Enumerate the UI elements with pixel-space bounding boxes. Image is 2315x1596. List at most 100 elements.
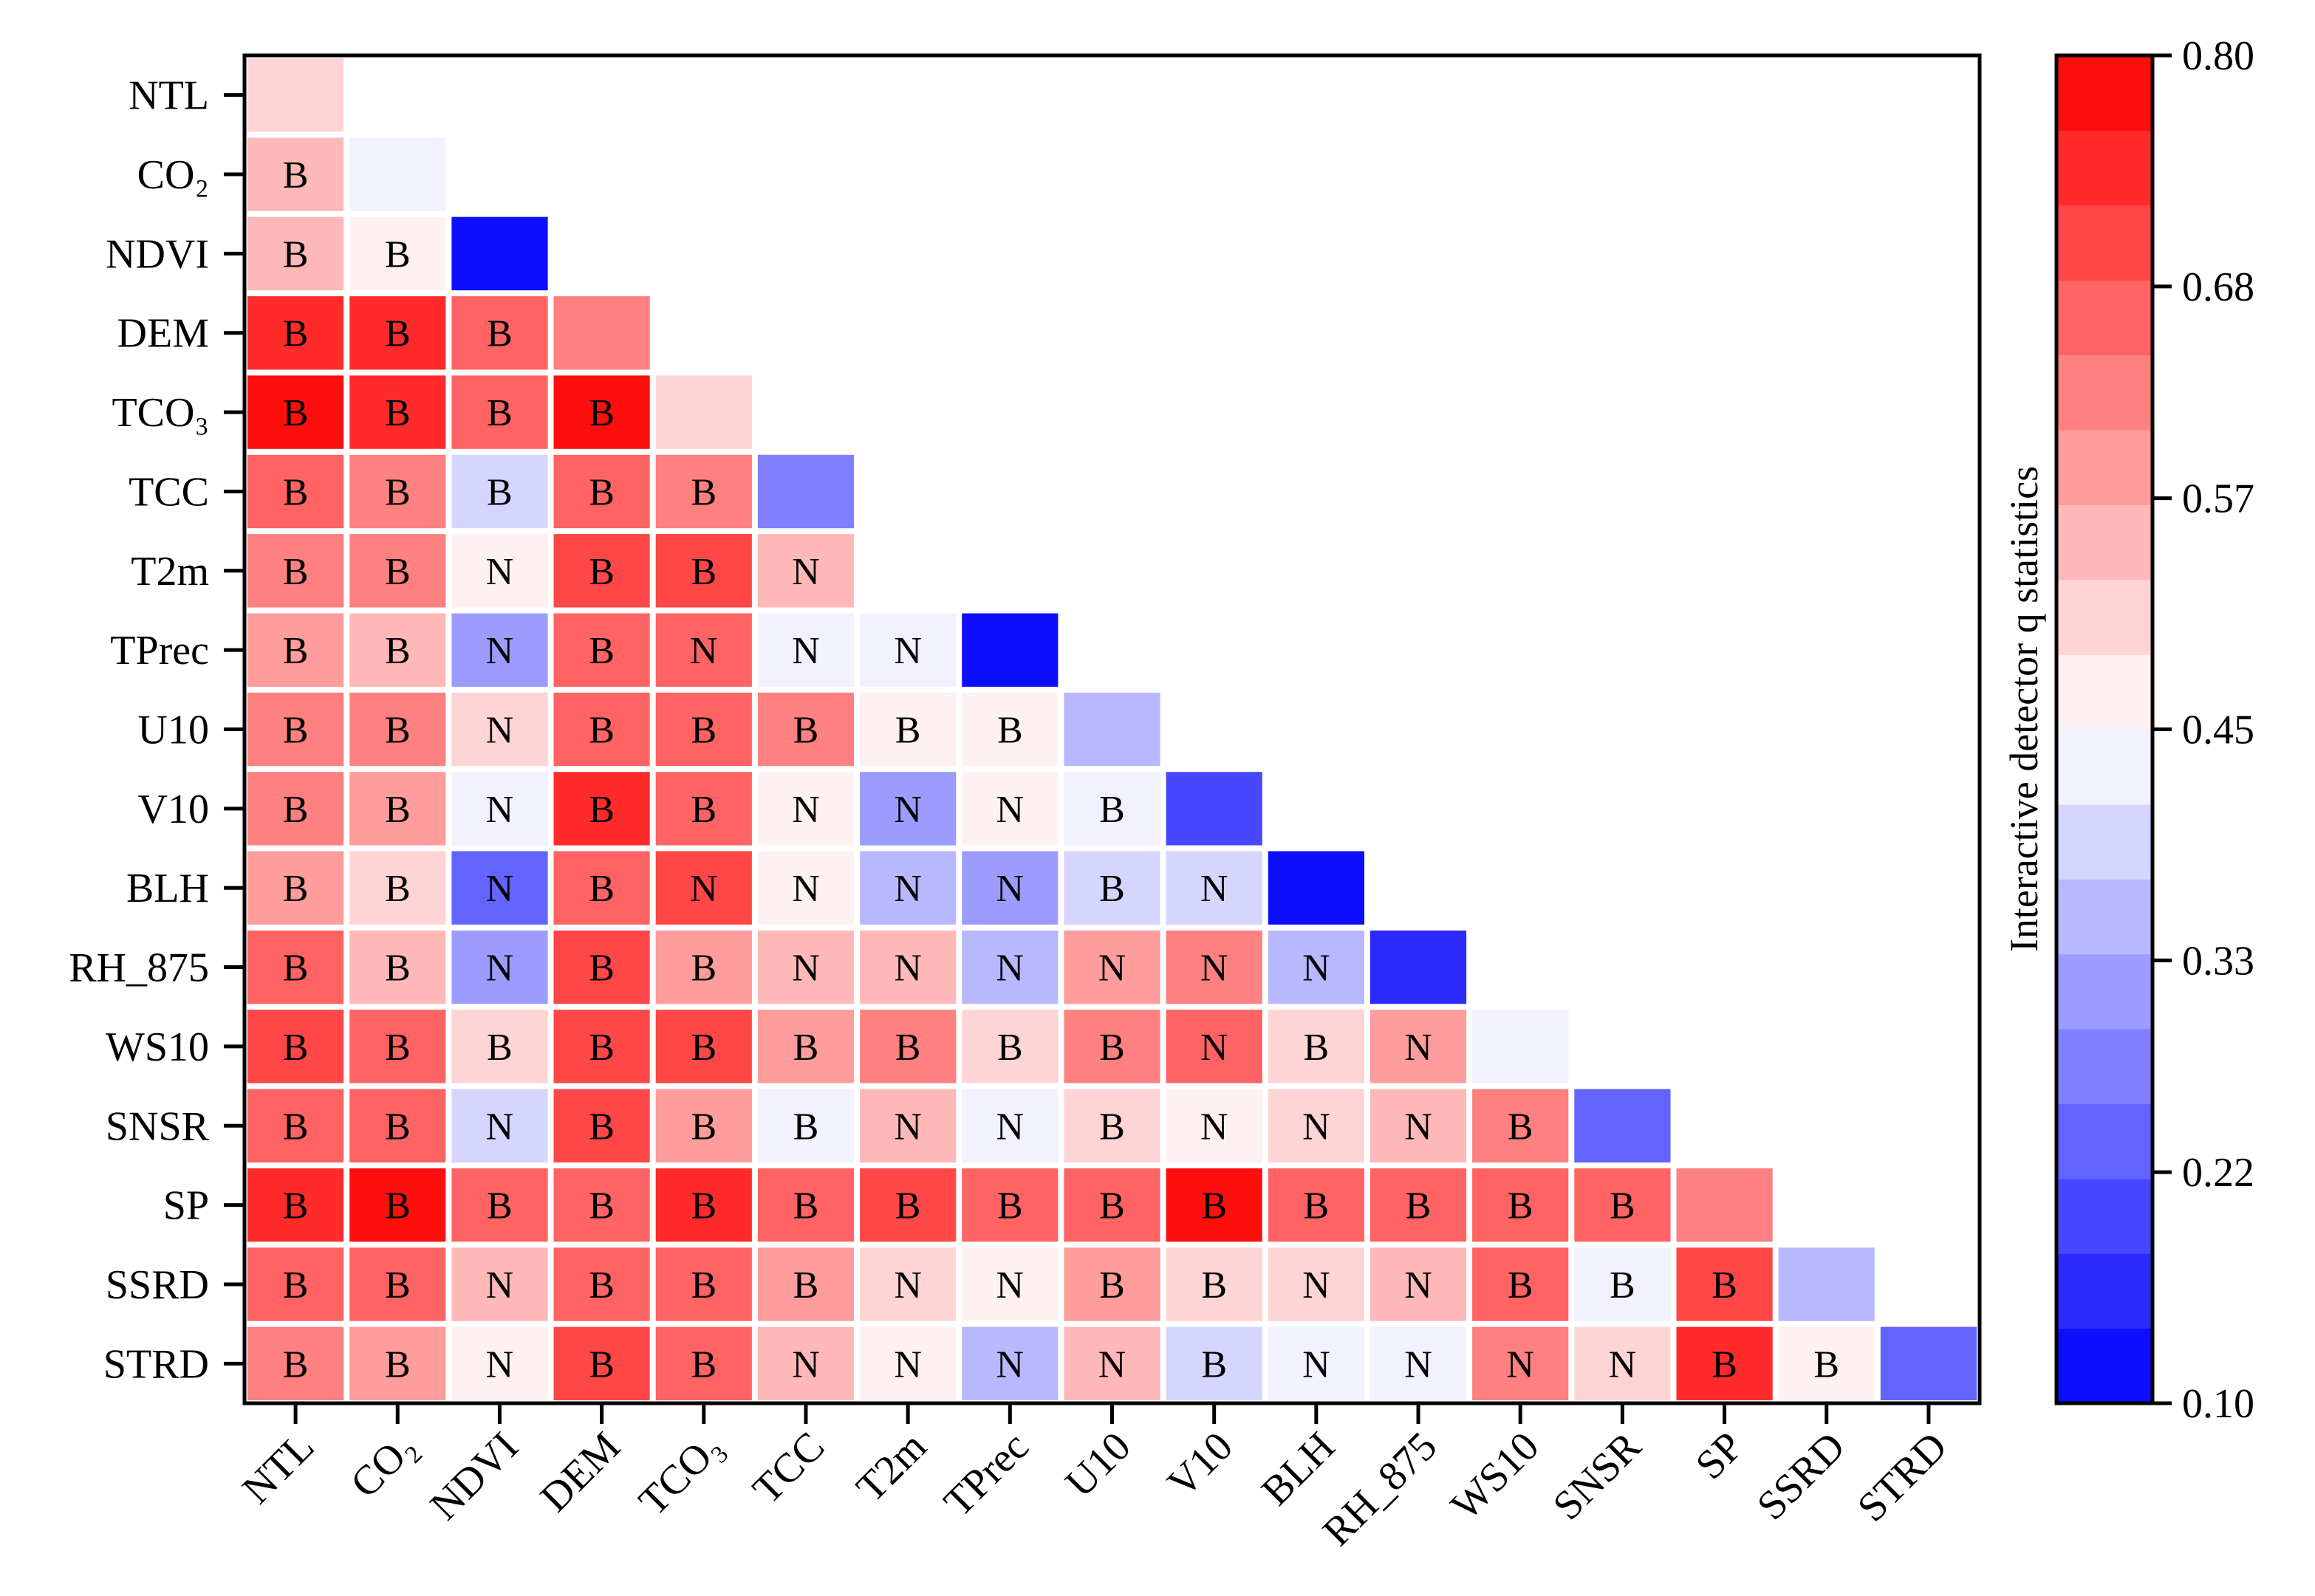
colorbar-segment bbox=[2056, 804, 2152, 880]
x-tick-label: SNSR bbox=[1545, 1423, 1650, 1529]
cell-label: B bbox=[283, 392, 309, 434]
heatmap-cell bbox=[1472, 1247, 1569, 1321]
cell-label: B bbox=[487, 313, 513, 355]
cell-label: N bbox=[1609, 1343, 1637, 1386]
heatmap-cell bbox=[1778, 1247, 1875, 1321]
cell-label: N bbox=[792, 948, 820, 990]
cell-label: N bbox=[1302, 1106, 1330, 1148]
cell-label: B bbox=[283, 789, 309, 831]
cell-label: N bbox=[486, 630, 514, 672]
y-tick-label: SP bbox=[163, 1183, 209, 1229]
colorbar-segment bbox=[2056, 55, 2152, 131]
cell-label: N bbox=[1404, 1027, 1432, 1069]
cell-label: B bbox=[1201, 1343, 1227, 1386]
heatmap-cell bbox=[349, 1168, 446, 1242]
cell-label: N bbox=[486, 1264, 514, 1306]
colorbar-segment bbox=[2056, 729, 2152, 805]
cell-label: B bbox=[895, 1185, 921, 1227]
cell-label: B bbox=[1099, 1185, 1125, 1227]
cell-label: N bbox=[996, 948, 1025, 990]
cell-label: B bbox=[589, 789, 615, 831]
cell-label: B bbox=[589, 710, 615, 752]
cell-label: B bbox=[589, 1106, 615, 1148]
colorbar-segment bbox=[2056, 1178, 2152, 1254]
cell-label: B bbox=[691, 551, 717, 593]
x-tick-label: DEM bbox=[532, 1423, 629, 1521]
heatmap-cell bbox=[1369, 1326, 1467, 1400]
heatmap-cell bbox=[757, 1089, 855, 1162]
heatmap-cell bbox=[451, 216, 548, 291]
cell-label: N bbox=[1098, 1343, 1126, 1386]
heatmap-cell bbox=[247, 1010, 344, 1083]
heatmap-cell bbox=[962, 772, 1059, 846]
colorbar-segment bbox=[2056, 429, 2152, 505]
heatmap-cell bbox=[349, 137, 446, 211]
heatmap-cell bbox=[860, 1010, 957, 1083]
heatmap-cell bbox=[553, 1168, 650, 1242]
heatmap-cell bbox=[1064, 1168, 1160, 1242]
heatmap-cell bbox=[451, 296, 548, 370]
heatmap-cell bbox=[553, 692, 650, 767]
cell-label: B bbox=[793, 710, 819, 752]
cell-label: B bbox=[1099, 1106, 1125, 1148]
heatmap-cell bbox=[247, 1326, 344, 1400]
heatmap-cell bbox=[247, 1089, 344, 1162]
heatmap-cell bbox=[451, 1168, 548, 1242]
heatmap-cell bbox=[1166, 1326, 1262, 1400]
cell-label: B bbox=[283, 154, 309, 196]
cell-label: B bbox=[691, 948, 717, 990]
heatmap-cell bbox=[1472, 1326, 1569, 1400]
heatmap-cell bbox=[962, 1010, 1059, 1083]
heatmap-cell bbox=[1166, 1168, 1262, 1242]
cell-label: B bbox=[793, 1185, 819, 1227]
cell-label: N bbox=[486, 1343, 514, 1386]
heatmap-cell bbox=[655, 851, 752, 925]
heatmap-cell bbox=[553, 1010, 650, 1083]
heatmap-cell bbox=[1166, 1247, 1262, 1321]
heatmap-cell bbox=[1268, 1168, 1364, 1242]
cell-label: B bbox=[1813, 1343, 1839, 1386]
heatmap-cell bbox=[1064, 1089, 1160, 1162]
heatmap-cell bbox=[1268, 1010, 1364, 1083]
heatmap-cell bbox=[451, 454, 548, 529]
heatmap-cell bbox=[349, 375, 446, 449]
cell-label: N bbox=[996, 1106, 1025, 1148]
cell-label: B bbox=[385, 471, 411, 513]
heatmap-cell bbox=[757, 692, 855, 767]
colorbar-segment bbox=[2056, 280, 2152, 356]
cell-label: B bbox=[691, 1027, 717, 1069]
heatmap-cell bbox=[655, 613, 752, 687]
x-tick-label: T2m bbox=[848, 1423, 936, 1511]
cell-label: B bbox=[1712, 1264, 1737, 1306]
heatmap-cell bbox=[1676, 1168, 1773, 1242]
y-tick-label: U10 bbox=[138, 708, 209, 753]
heatmap-cell bbox=[1166, 772, 1262, 846]
cell-label: B bbox=[895, 710, 921, 752]
cell-label: N bbox=[486, 710, 514, 752]
heatmap-cell bbox=[1880, 1326, 1977, 1400]
cell-label: B bbox=[283, 1264, 309, 1306]
colorbar-segment bbox=[2056, 1103, 2152, 1179]
cell-label: B bbox=[1201, 1185, 1227, 1227]
cell-label: B bbox=[1508, 1264, 1533, 1306]
cell-label: B bbox=[589, 868, 615, 910]
heatmap-cell bbox=[1268, 930, 1364, 1004]
heatmap-cell bbox=[451, 772, 548, 846]
cell-label: B bbox=[283, 1185, 309, 1227]
heatmap-cell bbox=[349, 1247, 446, 1321]
heatmap-cell bbox=[451, 1326, 548, 1400]
cell-label: B bbox=[1712, 1343, 1737, 1386]
heatmap-cell bbox=[1676, 1326, 1773, 1400]
colorbar-tick-label: 0.68 bbox=[2182, 264, 2254, 310]
heatmap-cell bbox=[247, 772, 344, 846]
cell-label: N bbox=[1200, 868, 1228, 910]
cell-label: B bbox=[283, 1027, 309, 1069]
y-tick-label: TPrec bbox=[110, 628, 209, 674]
heatmap-cell bbox=[553, 851, 650, 925]
cell-label: B bbox=[487, 1027, 513, 1069]
colorbar-segment bbox=[2056, 1328, 2152, 1404]
cell-label: B bbox=[589, 1343, 615, 1386]
cell-label: B bbox=[385, 789, 411, 831]
heatmap-cell bbox=[655, 1168, 752, 1242]
